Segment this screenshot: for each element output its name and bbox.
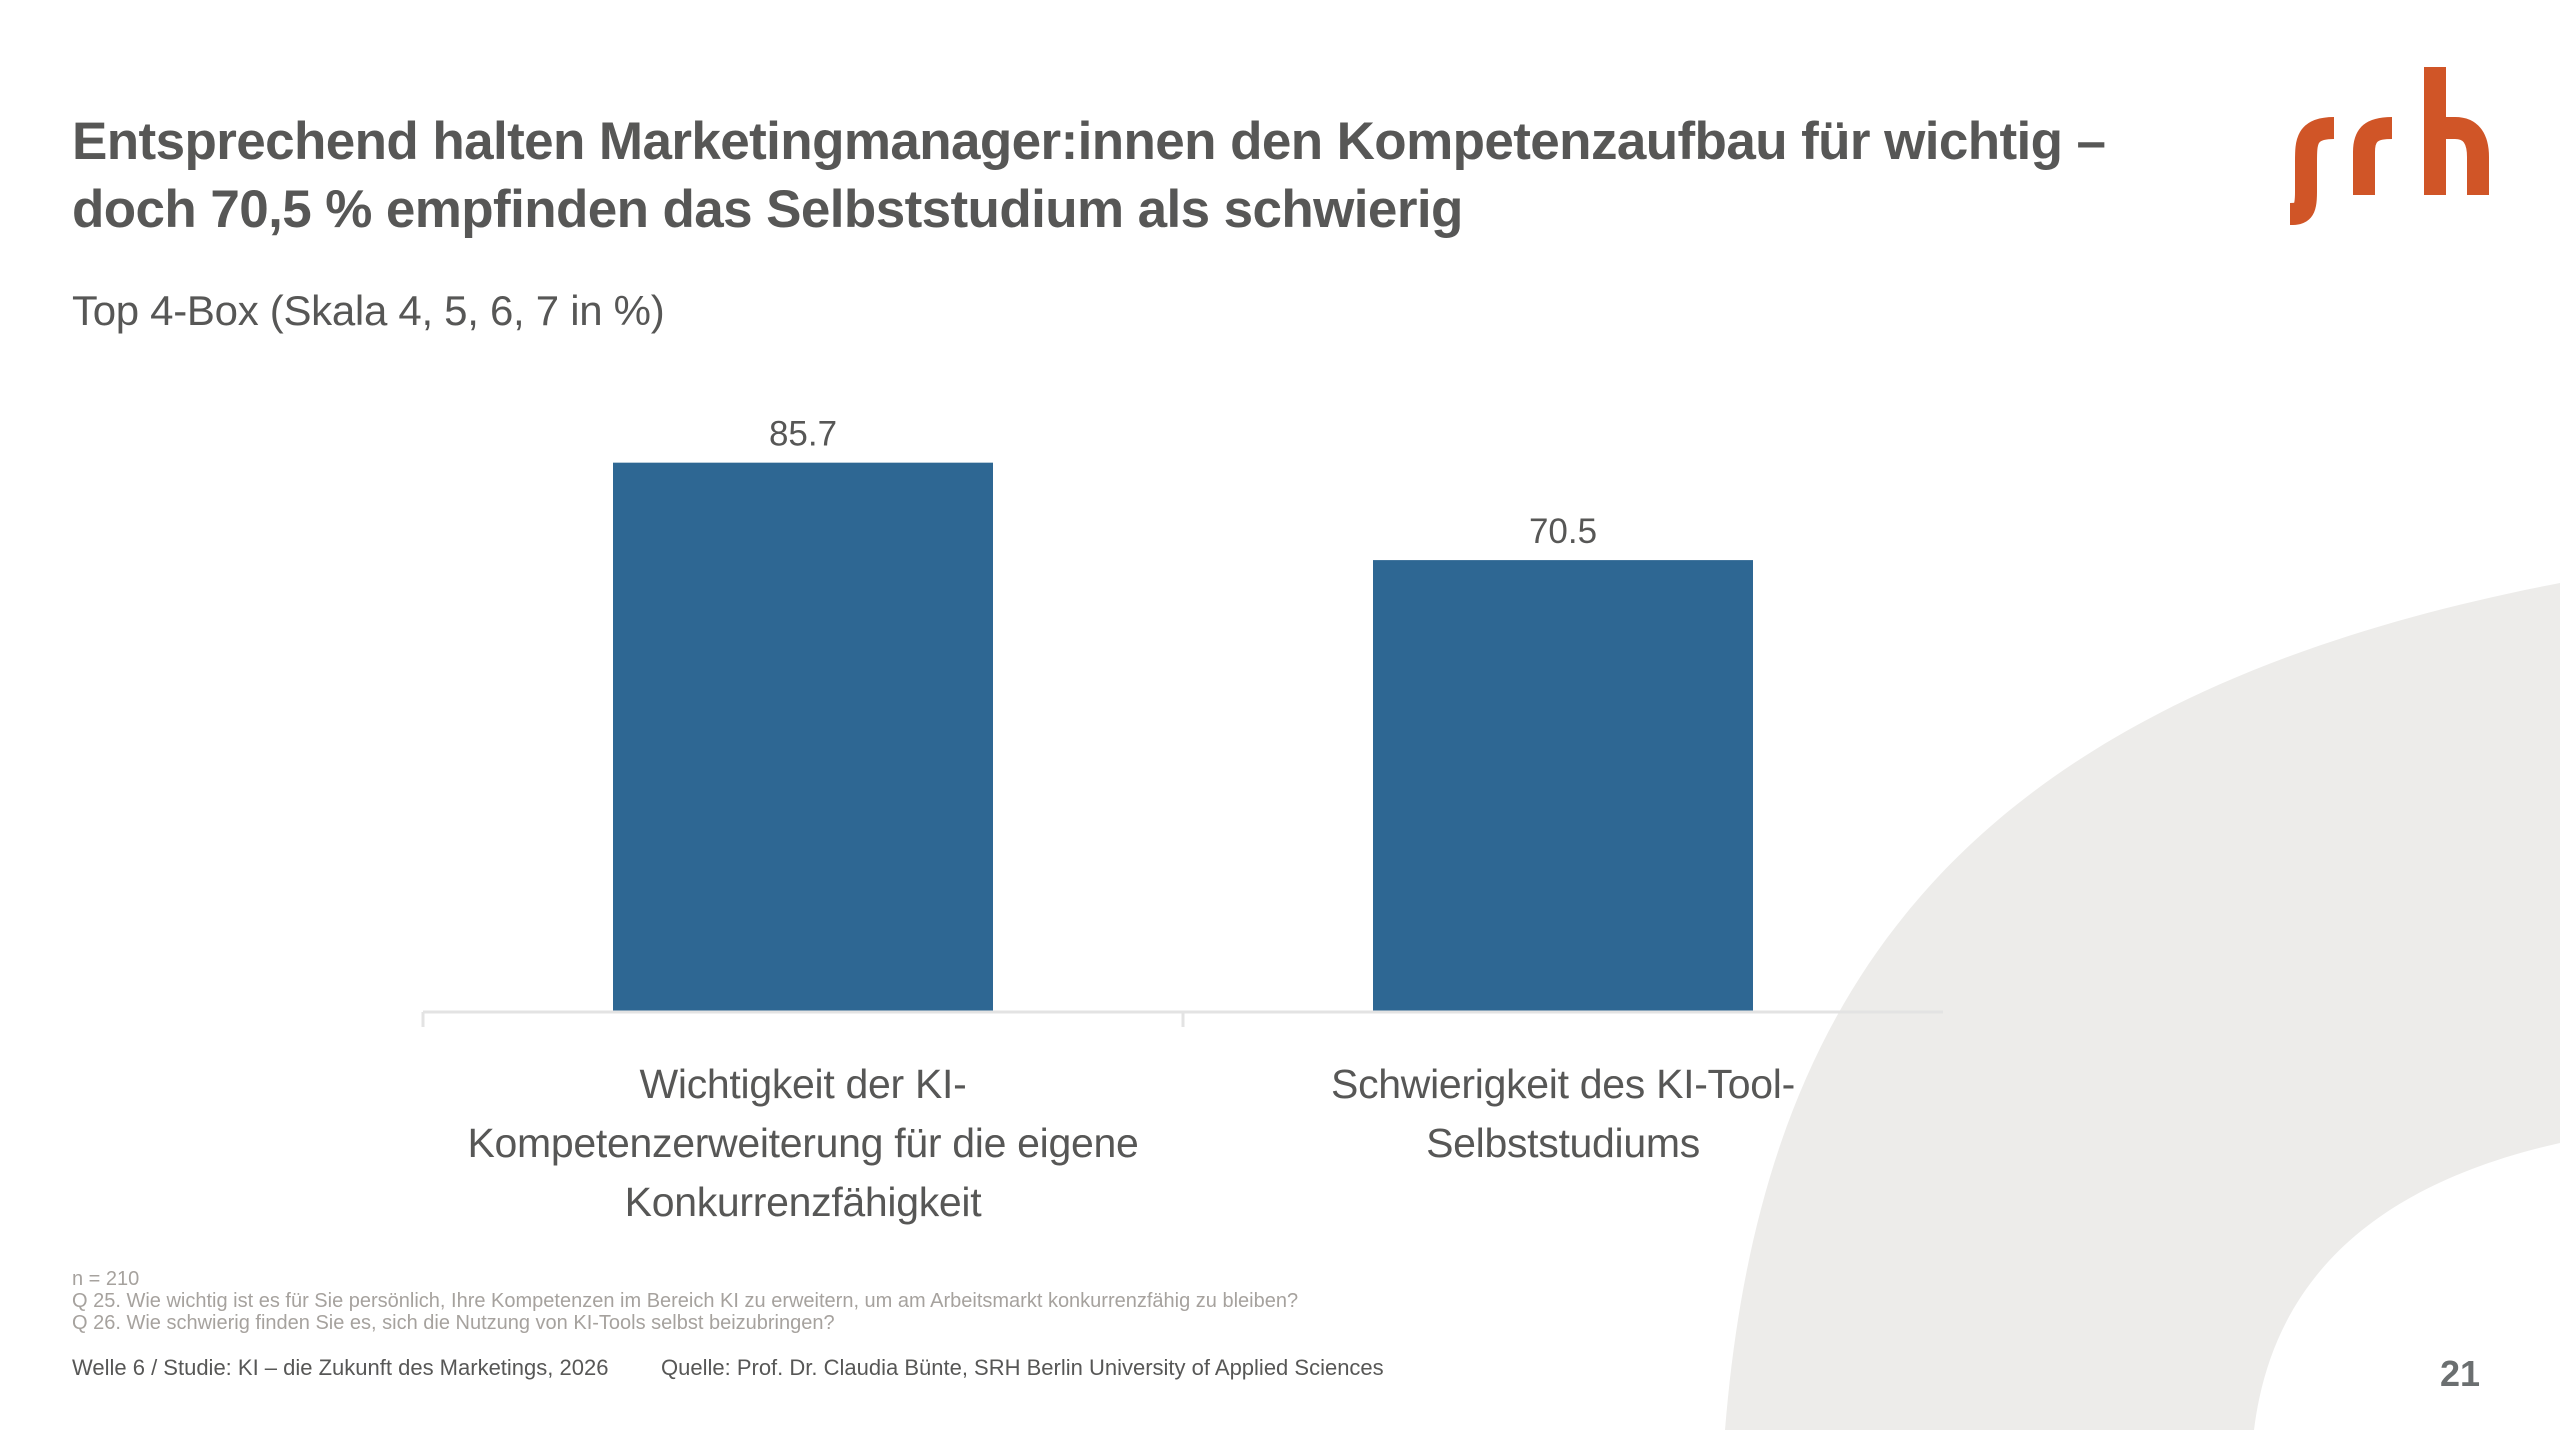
logo-letter-s (2289, 117, 2335, 225)
category-label-line: Konkurrenzfähigkeit (624, 1179, 982, 1225)
sample-size: n = 210 (72, 1268, 140, 1290)
category-label-line: Schwierigkeit des KI-Tool- (1331, 1061, 1795, 1107)
bars-group (613, 462, 1753, 1013)
x-axis (421, 1010, 1943, 1027)
background-arc-shape (1725, 583, 2560, 1430)
category-label-line: Selbststudiums (1426, 1120, 1700, 1166)
category-label-1: Wichtigkeit der KI- Kompetenzerweiterung … (423, 1055, 1183, 1232)
slide-title-line-1: Entsprechend halten Marketingmanager:inn… (72, 112, 2106, 171)
slide-title-line-2: doch 70,5 % empfinden das Selbststudium … (72, 180, 1463, 239)
bar-2 (1373, 560, 1753, 1012)
logo-letter-h-arch (2435, 117, 2489, 195)
data-labels-group: 85.7 70.5 (769, 415, 1597, 551)
bar-1 (613, 462, 993, 1013)
survey-notes: n = 210 Q 25. Wie wichtig ist es für Sie… (72, 1268, 1298, 1334)
chart-subtitle: Top 4-Box (Skala 4, 5, 6, 7 in %) (72, 287, 665, 334)
category-label-line: Kompetenzerweiterung für die eigene (467, 1120, 1139, 1166)
footer-source: Quelle: Prof. Dr. Claudia Bünte, SRH Ber… (661, 1355, 1384, 1380)
category-label-line: Wichtigkeit der KI- (639, 1061, 967, 1107)
page-number: 21 (2440, 1353, 2481, 1394)
question-26: Q 26. Wie schwierig finden Sie es, sich … (72, 1312, 835, 1334)
category-label-2: Schwierigkeit des KI-Tool- Selbststudiums (1183, 1055, 1943, 1173)
data-label-2: 70.5 (1529, 512, 1597, 551)
slide-title: Entsprechend halten Marketingmanager:inn… (72, 108, 2172, 244)
logo-letter-r (2353, 117, 2393, 195)
question-25: Q 25. Wie wichtig ist es für Sie persönl… (72, 1290, 1299, 1312)
footer-study: Welle 6 / Studie: KI – die Zukunft des M… (72, 1355, 609, 1380)
data-label-1: 85.7 (769, 415, 837, 454)
srh-logo (2289, 67, 2489, 225)
